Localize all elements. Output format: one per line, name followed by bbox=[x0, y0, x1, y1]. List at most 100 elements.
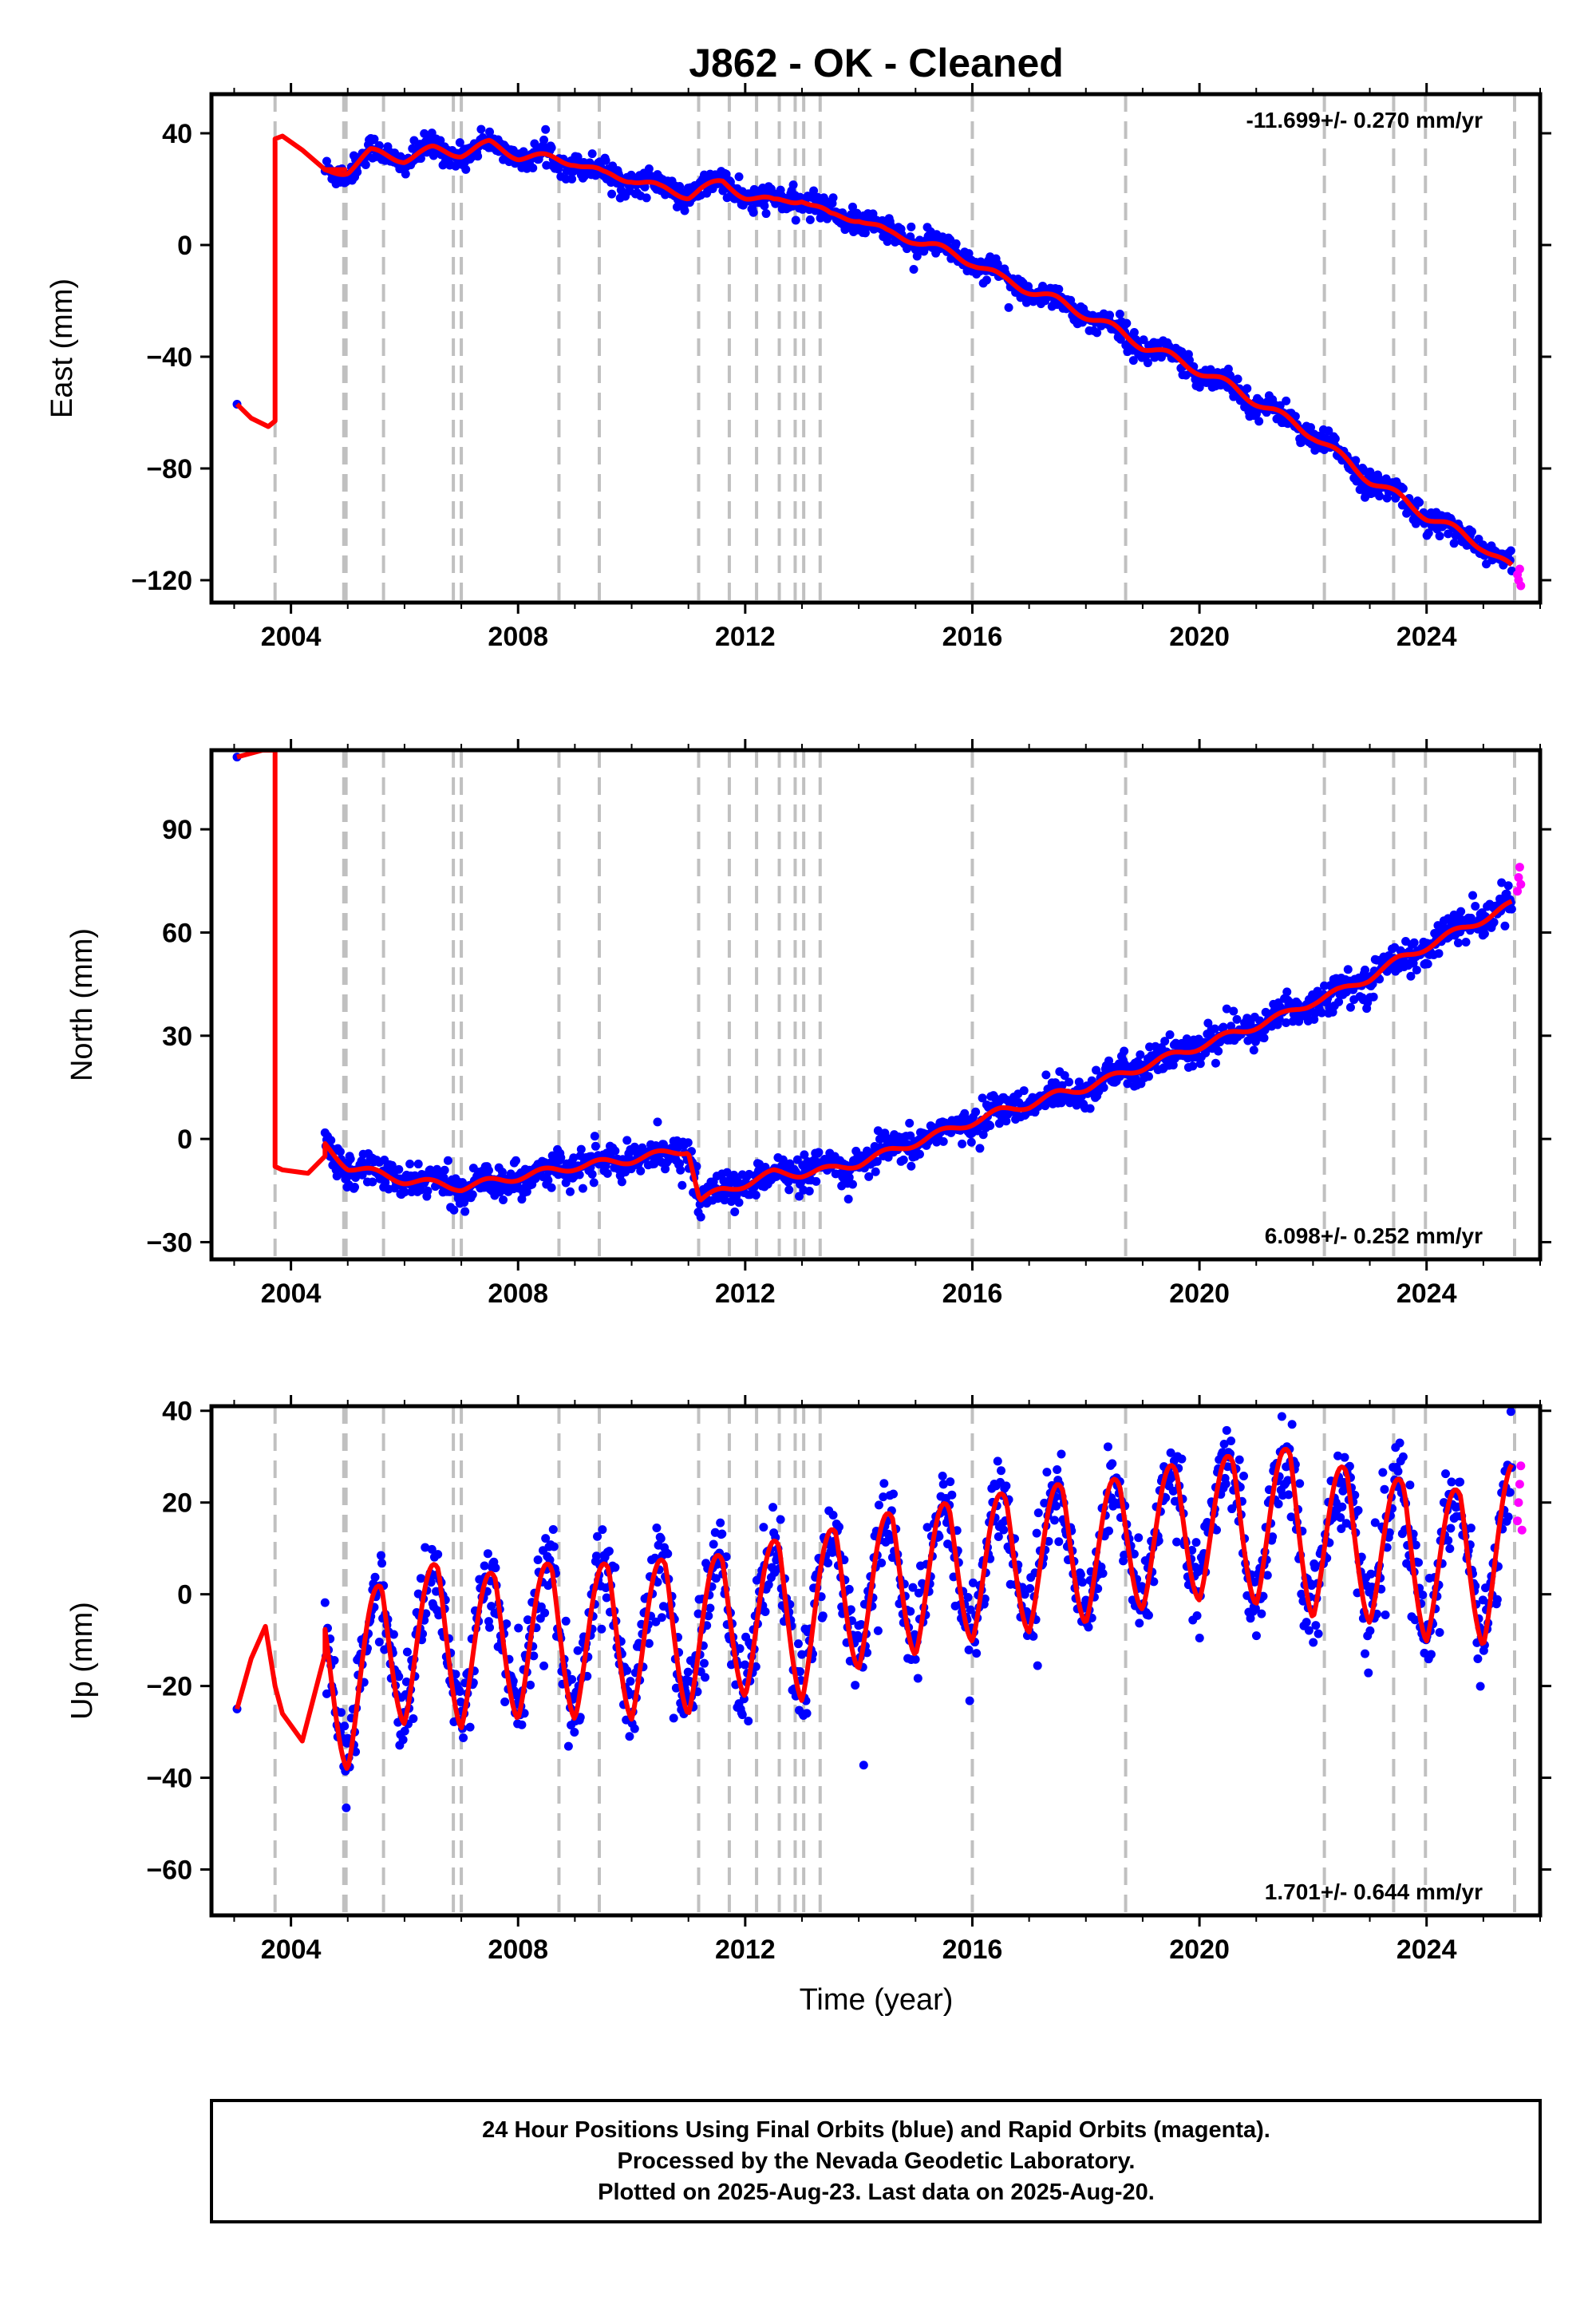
final-orbit-point bbox=[809, 186, 819, 196]
final-orbit-point bbox=[1445, 1543, 1455, 1553]
final-orbit-point bbox=[1065, 1077, 1074, 1087]
x-tick-label: 2008 bbox=[488, 1935, 548, 1965]
final-orbit-point bbox=[1424, 528, 1433, 538]
y-tick-label: −40 bbox=[146, 342, 192, 373]
final-orbit-point bbox=[1479, 929, 1489, 939]
final-orbit-point bbox=[543, 1176, 553, 1185]
final-orbit-point bbox=[1212, 1525, 1222, 1535]
final-orbit-point bbox=[1282, 1018, 1291, 1027]
final-orbit-point bbox=[899, 1155, 908, 1164]
final-orbit-point bbox=[389, 1630, 398, 1639]
final-orbit-point bbox=[1282, 987, 1292, 997]
final-orbit-point bbox=[768, 1503, 778, 1512]
final-orbit-point bbox=[1497, 878, 1507, 887]
final-orbit-point bbox=[330, 1655, 339, 1665]
final-orbit-point bbox=[1250, 1603, 1260, 1613]
up-rapid-orbit-points bbox=[1513, 1461, 1527, 1535]
final-orbit-point bbox=[1453, 938, 1463, 947]
final-orbit-point bbox=[938, 1472, 947, 1481]
final-orbit-point bbox=[872, 1156, 882, 1166]
final-orbit-point bbox=[663, 1549, 673, 1559]
final-orbit-point bbox=[523, 1615, 532, 1625]
final-orbit-point bbox=[744, 1716, 753, 1725]
final-orbit-point bbox=[1001, 1481, 1011, 1491]
final-orbit-point bbox=[1060, 1071, 1069, 1081]
final-orbit-point bbox=[760, 201, 769, 211]
final-orbit-point bbox=[1385, 1528, 1394, 1538]
final-orbit-point bbox=[485, 1622, 495, 1632]
final-orbit-point bbox=[820, 196, 830, 206]
north-model-fit-line bbox=[236, 750, 1513, 1203]
final-orbit-point bbox=[652, 1524, 662, 1533]
final-orbit-point bbox=[908, 1583, 918, 1592]
final-orbit-point bbox=[855, 1633, 864, 1642]
final-orbit-point bbox=[764, 1580, 773, 1590]
x-tick-label: 2012 bbox=[715, 1935, 776, 1965]
final-orbit-point bbox=[856, 1619, 866, 1629]
final-orbit-point bbox=[1361, 965, 1370, 974]
final-orbit-point bbox=[1274, 1499, 1283, 1508]
final-orbit-point bbox=[968, 1578, 978, 1587]
x-tick-label: 2008 bbox=[488, 1279, 548, 1309]
up-y-axis-label: Up (mm) bbox=[65, 1602, 99, 1720]
final-orbit-point bbox=[540, 1608, 550, 1618]
final-orbit-point bbox=[1168, 1061, 1178, 1070]
x-tick-label: 2004 bbox=[261, 1279, 322, 1309]
final-orbit-point bbox=[1370, 1518, 1380, 1528]
final-orbit-point bbox=[1042, 1468, 1052, 1477]
final-orbit-point bbox=[1468, 891, 1478, 900]
final-orbit-point bbox=[451, 1670, 460, 1679]
final-orbit-point bbox=[567, 174, 577, 184]
y-tick-label: 0 bbox=[177, 1580, 192, 1611]
final-orbit-point bbox=[1466, 1524, 1476, 1533]
final-orbit-point bbox=[529, 1651, 539, 1661]
final-orbit-point bbox=[1259, 1034, 1269, 1043]
rapid-orbit-point bbox=[1515, 863, 1524, 872]
final-orbit-point bbox=[622, 1666, 632, 1675]
final-orbit-point bbox=[566, 1187, 575, 1196]
final-orbit-point bbox=[960, 1109, 970, 1118]
final-orbit-point bbox=[1053, 1464, 1062, 1474]
final-orbit-point bbox=[784, 1185, 794, 1195]
final-orbit-point bbox=[1290, 412, 1300, 421]
final-orbit-point bbox=[439, 1173, 448, 1183]
final-orbit-point bbox=[440, 1165, 449, 1175]
final-orbit-point bbox=[963, 1593, 973, 1603]
final-orbit-point bbox=[1239, 1471, 1249, 1480]
final-orbit-point bbox=[751, 1191, 760, 1200]
final-orbit-point bbox=[1078, 1578, 1088, 1587]
final-orbit-point bbox=[601, 156, 610, 165]
final-orbit-point bbox=[1104, 1056, 1114, 1065]
final-orbit-point bbox=[400, 1188, 409, 1197]
final-orbit-point bbox=[879, 1492, 888, 1502]
final-orbit-point bbox=[1105, 310, 1115, 320]
rapid-orbit-point bbox=[1515, 564, 1524, 574]
final-orbit-point bbox=[938, 1480, 948, 1489]
final-orbit-point bbox=[909, 264, 918, 274]
rapid-orbit-point bbox=[1514, 873, 1523, 882]
final-orbit-point bbox=[476, 124, 486, 134]
final-orbit-point bbox=[1286, 1512, 1296, 1522]
final-orbit-point bbox=[912, 251, 922, 261]
y-tick-label: −60 bbox=[146, 1856, 192, 1886]
final-orbit-point bbox=[1398, 484, 1408, 493]
y-tick-label: −20 bbox=[146, 1672, 192, 1702]
final-orbit-point bbox=[793, 1639, 803, 1649]
north-rate-label: 6.098+/- 0.252 mm/yr bbox=[1265, 1223, 1483, 1248]
final-orbit-point bbox=[455, 1687, 464, 1697]
final-orbit-point bbox=[547, 1183, 556, 1192]
final-orbit-point bbox=[1085, 1104, 1095, 1113]
final-orbit-point bbox=[844, 1172, 854, 1182]
final-orbit-point bbox=[1334, 997, 1344, 1006]
final-orbit-point bbox=[342, 1803, 351, 1812]
final-orbit-point bbox=[824, 1559, 833, 1568]
final-orbit-point bbox=[1435, 532, 1444, 541]
final-orbit-point bbox=[1049, 1516, 1059, 1525]
final-orbit-point bbox=[468, 1190, 477, 1199]
final-orbit-point bbox=[387, 1160, 397, 1170]
final-orbit-point bbox=[1254, 417, 1264, 426]
final-orbit-point bbox=[541, 1534, 551, 1543]
final-orbit-point bbox=[1297, 1589, 1306, 1599]
rapid-orbit-point bbox=[1516, 581, 1526, 591]
final-orbit-point bbox=[604, 1547, 614, 1556]
